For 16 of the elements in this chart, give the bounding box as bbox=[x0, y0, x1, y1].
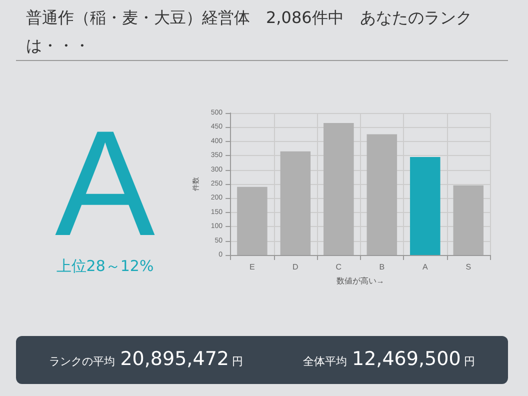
bar bbox=[410, 157, 440, 255]
summary-panel: ランクの平均 20,895,472 円 全体平均 12,469,500 円 bbox=[16, 336, 508, 384]
chart-title: 普通作（稲・麦・大豆）経営体 2,086件中 あなたのランクは・・・ bbox=[26, 7, 473, 57]
x-tick-label: D bbox=[292, 262, 299, 272]
x-tick-label: E bbox=[250, 262, 255, 272]
bar bbox=[453, 185, 484, 255]
x-axis-title: 数値が高い→ bbox=[336, 276, 384, 286]
x-tick-label: B bbox=[379, 262, 385, 272]
bar bbox=[280, 151, 311, 255]
text: 上位28～12% bbox=[55, 257, 155, 276]
x-tick-label: A bbox=[422, 262, 428, 272]
bar bbox=[366, 134, 398, 255]
bar bbox=[237, 186, 268, 255]
x-tick-label: S bbox=[466, 262, 472, 272]
bar bbox=[324, 122, 354, 255]
x-tick-label: C bbox=[336, 262, 342, 272]
